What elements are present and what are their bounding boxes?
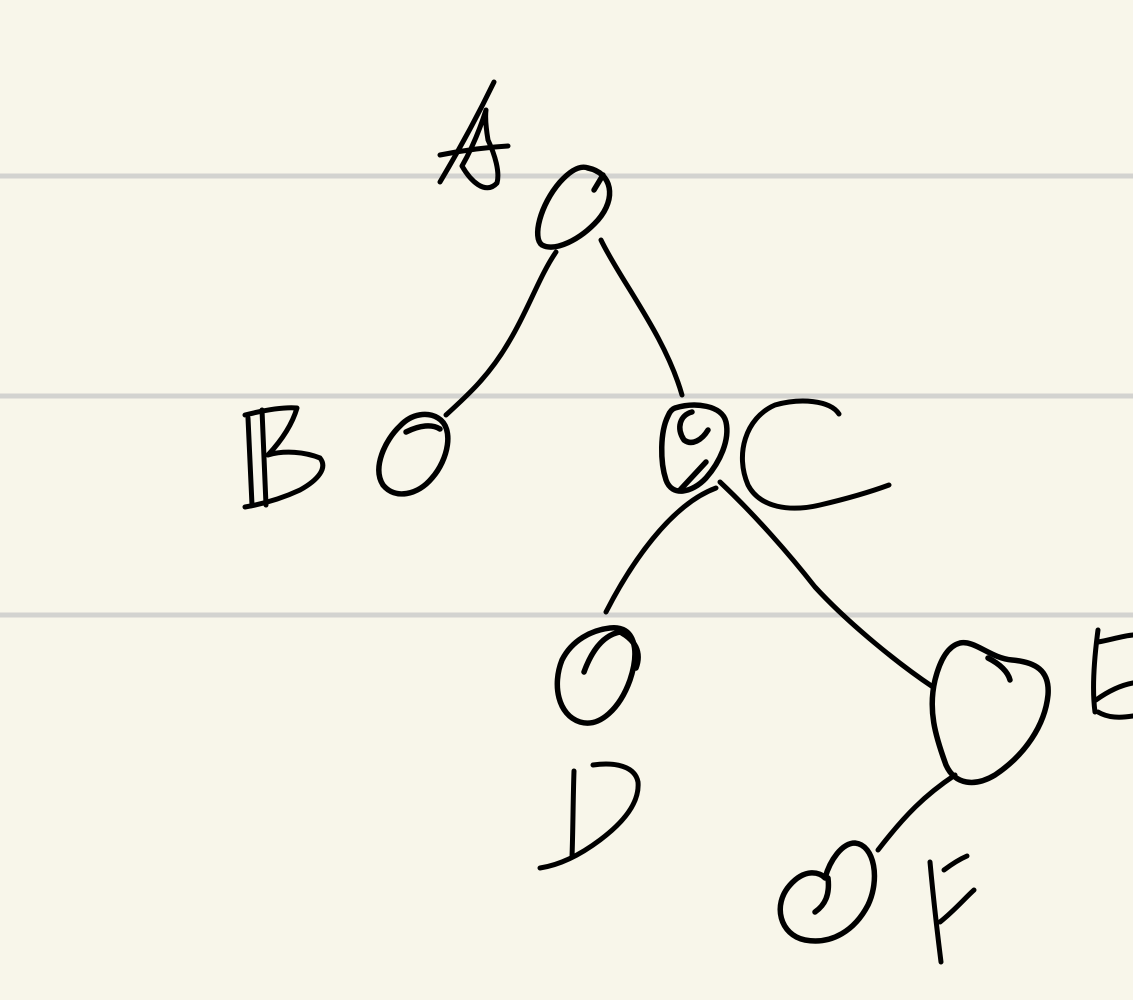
- label-e: [1091, 627, 1133, 720]
- node-a-circle: [535, 164, 613, 250]
- node-c: [658, 398, 892, 511]
- node-b: [242, 405, 451, 510]
- label-f: [927, 853, 977, 965]
- edges: [443, 237, 958, 853]
- label-a: [437, 79, 511, 191]
- node-f: [777, 840, 977, 965]
- node-c-circle: [658, 402, 730, 494]
- node-d-circle: [554, 625, 638, 726]
- label-b: [242, 405, 326, 510]
- node-b-circle: [376, 411, 451, 497]
- edge-a-c: [598, 237, 685, 398]
- label-d: [537, 761, 641, 871]
- node-d: [537, 625, 641, 871]
- edge-c-e: [717, 479, 936, 690]
- edge-a-b: [443, 249, 559, 418]
- edge-e-f: [875, 772, 958, 853]
- node-e-circle: [929, 640, 1051, 786]
- label-c: [739, 398, 892, 511]
- node-e: [929, 627, 1133, 786]
- edge-c-d: [603, 485, 719, 615]
- node-f-circle: [777, 840, 878, 944]
- node-a: [437, 79, 613, 250]
